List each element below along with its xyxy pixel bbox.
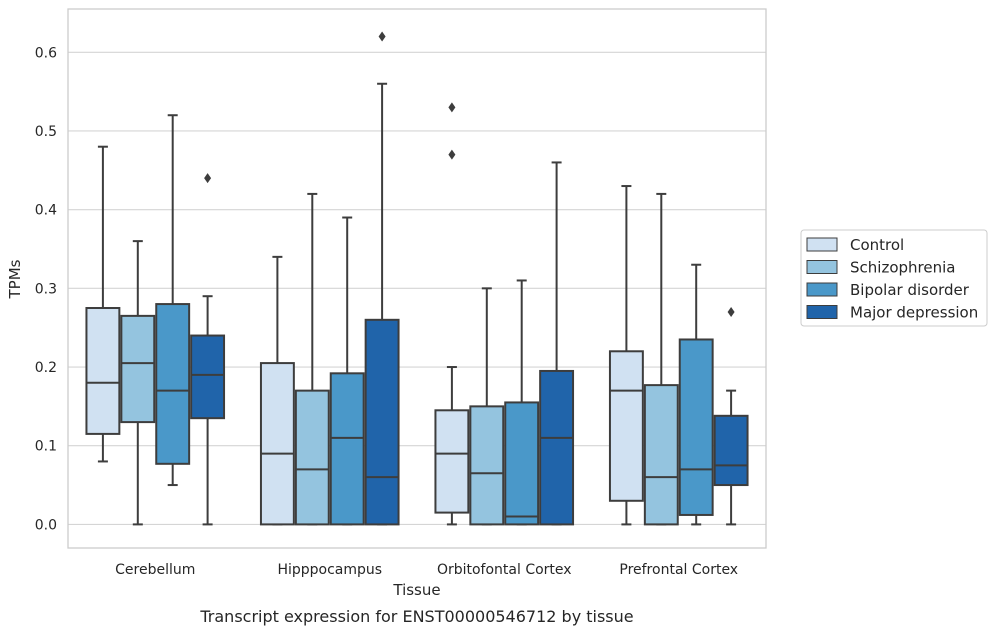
legend-label: Control	[850, 236, 904, 254]
box	[643, 192, 679, 526]
y-tick-label: 0.0	[35, 517, 57, 533]
legend-swatch	[806, 260, 838, 274]
box-body	[190, 334, 226, 420]
box-body	[364, 318, 400, 526]
legend-label: Major depression	[850, 304, 978, 322]
box	[85, 145, 121, 463]
box	[259, 255, 295, 526]
box	[120, 240, 156, 526]
y-tick-label: 0.1	[35, 439, 57, 455]
box	[329, 216, 365, 526]
box-body	[155, 303, 191, 465]
legend-swatch	[806, 305, 838, 319]
y-tick-label: 0.5	[35, 124, 57, 140]
outlier-marker	[448, 149, 456, 160]
y-tick-label: 0.3	[35, 281, 57, 297]
box	[364, 31, 400, 526]
box-body	[120, 314, 156, 424]
x-tick-label: Hipppocampus	[277, 562, 382, 578]
y-axis-ticks: 0.0 0.1 0.2 0.3 0.4 0.5 0.6	[35, 45, 57, 533]
box-body	[643, 384, 679, 526]
chart-caption: Transcript expression for ENST0000054671…	[199, 607, 633, 626]
box-groups	[85, 31, 749, 526]
y-axis-label: TPMs	[6, 259, 24, 299]
box-body	[608, 350, 644, 502]
box	[608, 185, 644, 526]
box-body	[713, 414, 749, 487]
box-body	[539, 369, 575, 526]
legend-swatch	[806, 237, 838, 252]
y-tick-label: 0.4	[35, 203, 57, 219]
legend-frame	[800, 229, 988, 327]
box	[504, 279, 540, 526]
outlier-marker	[448, 102, 456, 113]
box-body	[259, 362, 295, 526]
box-body	[678, 338, 714, 516]
legend-label: Bipolar disorder	[850, 281, 970, 299]
box	[190, 173, 226, 526]
box-body	[434, 409, 470, 514]
box-body	[329, 372, 365, 526]
box	[713, 306, 749, 526]
y-tick-label: 0.6	[35, 45, 57, 61]
outlier-marker	[727, 306, 735, 317]
box-body	[85, 307, 121, 435]
box	[469, 287, 505, 526]
x-tick-label: Orbitofontal Cortex	[437, 562, 572, 578]
x-tick-label: Cerebellum	[115, 562, 195, 578]
x-tick-label: Prefrontal Cortex	[619, 562, 738, 578]
x-axis-ticks: Cerebellum Hipppocampus Orbitofontal Corte…	[115, 562, 738, 578]
y-tick-label: 0.2	[35, 360, 57, 376]
box-body	[504, 401, 540, 526]
box	[678, 263, 714, 526]
box	[294, 192, 330, 526]
box	[434, 102, 470, 526]
plot-frame	[67, 8, 767, 549]
legend: Control Schizophrenia Bipolar disorder Majo…	[800, 229, 988, 327]
legend-swatch	[806, 282, 838, 297]
box-body	[469, 405, 505, 526]
outlier-marker	[378, 31, 386, 42]
x-axis-label: Tissue	[392, 581, 440, 599]
box-body	[294, 389, 330, 526]
legend-label: Schizophrenia	[850, 259, 955, 277]
outlier-marker	[204, 173, 212, 184]
box	[155, 114, 191, 487]
box	[539, 161, 575, 526]
